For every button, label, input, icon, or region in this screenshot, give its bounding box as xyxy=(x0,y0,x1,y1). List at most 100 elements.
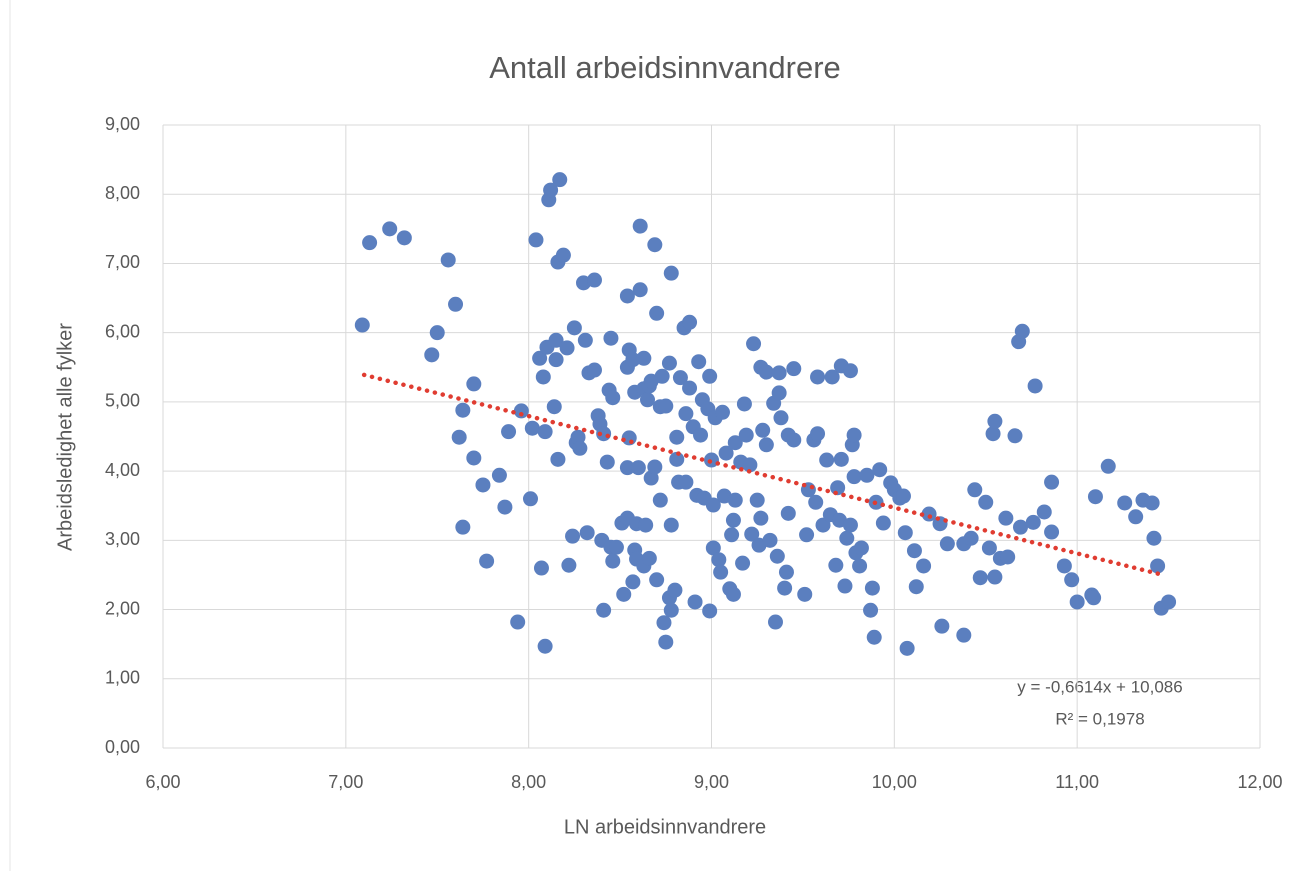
data-point xyxy=(424,347,440,363)
data-point xyxy=(669,429,685,445)
data-point xyxy=(815,517,831,533)
data-point xyxy=(1044,524,1060,540)
data-point xyxy=(382,221,398,237)
data-point xyxy=(1146,530,1162,546)
data-point xyxy=(448,296,464,312)
data-point xyxy=(501,424,517,440)
data-point xyxy=(1007,428,1023,444)
data-point xyxy=(713,564,729,580)
data-point xyxy=(1161,594,1177,610)
data-point xyxy=(853,540,869,556)
data-point xyxy=(532,350,548,366)
data-point xyxy=(773,410,789,426)
x-tick-label: 7,00 xyxy=(328,772,363,792)
data-point xyxy=(897,525,913,541)
data-point xyxy=(725,586,741,602)
data-point xyxy=(916,558,932,574)
data-point xyxy=(678,474,694,490)
data-point xyxy=(1150,558,1166,574)
data-point xyxy=(354,317,370,333)
data-point xyxy=(632,218,648,234)
x-axis-title: LN arbeidsinnvandrere xyxy=(564,816,766,838)
data-point xyxy=(608,539,624,555)
data-point xyxy=(863,602,879,618)
y-tick-label: 4,00 xyxy=(105,460,140,480)
data-point xyxy=(667,582,683,598)
data-point xyxy=(652,492,668,508)
data-point xyxy=(842,363,858,379)
data-point xyxy=(466,376,482,392)
data-point xyxy=(552,172,568,188)
data-point xyxy=(548,332,564,348)
data-point xyxy=(1064,572,1080,588)
data-point xyxy=(570,429,586,445)
data-point xyxy=(616,586,632,602)
data-point xyxy=(819,452,835,468)
data-point xyxy=(852,558,868,574)
data-point xyxy=(846,469,862,485)
data-point xyxy=(718,445,734,461)
data-point xyxy=(663,265,679,281)
data-point xyxy=(656,615,672,631)
data-point xyxy=(466,450,482,466)
data-point xyxy=(1025,514,1041,530)
data-point xyxy=(872,462,888,478)
data-point xyxy=(632,282,648,298)
data-point xyxy=(742,457,758,473)
data-point xyxy=(998,510,1014,526)
data-point xyxy=(619,288,635,304)
data-point xyxy=(663,602,679,618)
data-point xyxy=(921,506,937,522)
data-point xyxy=(455,402,471,418)
data-point xyxy=(842,517,858,533)
data-point xyxy=(1100,458,1116,474)
y-tick-label: 1,00 xyxy=(105,668,140,688)
data-point xyxy=(672,370,688,386)
data-point xyxy=(603,330,619,346)
data-point xyxy=(522,491,538,507)
data-point xyxy=(985,426,1001,442)
data-point xyxy=(669,451,685,467)
data-point xyxy=(735,555,751,571)
y-tick-label: 0,00 xyxy=(105,737,140,757)
data-point xyxy=(705,540,721,556)
data-point xyxy=(687,594,703,610)
data-point xyxy=(1000,549,1016,565)
data-point xyxy=(577,332,593,348)
data-point xyxy=(649,305,665,321)
data-point xyxy=(663,517,679,533)
data-point xyxy=(1086,590,1102,606)
data-point xyxy=(647,237,663,253)
data-point xyxy=(451,429,467,445)
trendline xyxy=(361,372,1162,577)
data-point xyxy=(475,477,491,493)
data-point xyxy=(1014,323,1030,339)
data-point xyxy=(797,586,813,602)
data-point xyxy=(586,362,602,378)
data-point xyxy=(533,560,549,576)
y-axis-title: Arbeidsledighet alle fylker xyxy=(54,323,76,551)
data-point xyxy=(658,634,674,650)
data-point xyxy=(1144,495,1160,511)
data-point xyxy=(753,510,769,526)
data-point xyxy=(808,494,824,510)
x-tick-label: 12,00 xyxy=(1237,772,1282,792)
y-tick-label: 3,00 xyxy=(105,529,140,549)
data-point xyxy=(550,451,566,467)
data-point xyxy=(537,424,553,440)
data-point xyxy=(762,532,778,548)
x-tick-label: 8,00 xyxy=(511,772,546,792)
data-point xyxy=(654,368,670,384)
data-point xyxy=(736,396,752,412)
data-point xyxy=(963,530,979,546)
data-point xyxy=(866,629,882,645)
data-point xyxy=(1056,558,1072,574)
data-point xyxy=(1027,378,1043,394)
data-point xyxy=(769,548,785,564)
equation-label: y = -0,6614x + 10,086 xyxy=(1017,677,1182,696)
data-point xyxy=(864,580,880,596)
data-point xyxy=(1087,489,1103,505)
data-point xyxy=(846,427,862,443)
data-point xyxy=(429,325,445,341)
